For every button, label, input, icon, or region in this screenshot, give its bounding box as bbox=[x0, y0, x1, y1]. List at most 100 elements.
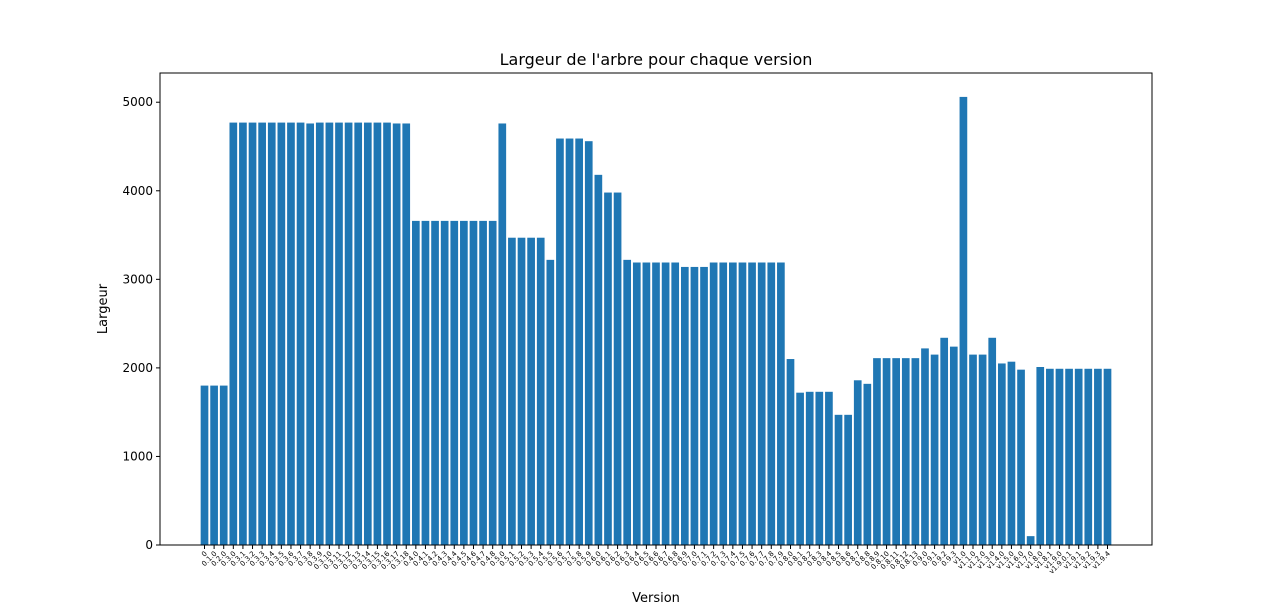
bar bbox=[796, 392, 804, 545]
bar bbox=[325, 122, 334, 545]
y-tick-label: 3000 bbox=[122, 272, 153, 286]
y-tick-label: 5000 bbox=[122, 95, 153, 109]
bar bbox=[267, 122, 276, 545]
bar bbox=[488, 220, 497, 545]
bar bbox=[200, 385, 209, 545]
bar bbox=[363, 122, 372, 545]
bar bbox=[873, 358, 881, 545]
bar bbox=[661, 262, 670, 545]
bar bbox=[556, 138, 564, 546]
y-axis-label: Largeur bbox=[96, 283, 111, 334]
bar bbox=[959, 96, 968, 545]
bar bbox=[248, 122, 257, 545]
bar bbox=[623, 259, 632, 545]
bar bbox=[690, 266, 699, 545]
bar bbox=[642, 262, 651, 545]
bar bbox=[296, 122, 305, 545]
x-tick-label: 0 bbox=[200, 550, 209, 559]
bar bbox=[949, 346, 958, 545]
bar bbox=[997, 363, 1006, 545]
bar bbox=[921, 348, 929, 545]
bar bbox=[978, 354, 987, 545]
bar bbox=[709, 262, 718, 545]
bar bbox=[1055, 368, 1064, 545]
bar bbox=[613, 192, 622, 545]
bar bbox=[892, 358, 901, 545]
bar bbox=[411, 220, 420, 545]
bar bbox=[805, 391, 814, 545]
bar bbox=[594, 174, 603, 545]
bar bbox=[988, 337, 997, 545]
bar bbox=[738, 262, 747, 545]
bar bbox=[517, 237, 526, 545]
bar bbox=[652, 262, 660, 545]
bar bbox=[1094, 368, 1102, 545]
x-axis-label: Version bbox=[632, 591, 680, 606]
bar bbox=[392, 123, 401, 545]
bar bbox=[546, 259, 555, 545]
bar bbox=[1026, 536, 1035, 545]
bar bbox=[882, 358, 891, 545]
bar bbox=[1036, 367, 1045, 545]
bar bbox=[565, 138, 574, 546]
bar bbox=[421, 220, 430, 545]
y-tick-label: 2000 bbox=[122, 361, 153, 375]
bar bbox=[383, 122, 391, 545]
bar bbox=[258, 122, 266, 545]
bar bbox=[277, 122, 286, 545]
bar bbox=[777, 262, 785, 545]
bar bbox=[748, 262, 756, 545]
bar bbox=[844, 414, 852, 545]
y-tick-label: 1000 bbox=[122, 449, 153, 463]
bar bbox=[767, 262, 776, 545]
bar bbox=[757, 262, 766, 545]
bar bbox=[815, 391, 824, 545]
bar bbox=[527, 237, 535, 545]
bar bbox=[671, 262, 680, 545]
bar bbox=[700, 266, 708, 545]
bar bbox=[1017, 369, 1025, 545]
bar bbox=[508, 237, 516, 545]
bar bbox=[853, 380, 862, 545]
bar bbox=[315, 122, 324, 545]
y-tick-label: 4000 bbox=[122, 184, 153, 198]
chart-title: Largeur de l'arbre pour chaque version bbox=[500, 50, 813, 69]
bar bbox=[239, 122, 247, 545]
bar bbox=[469, 220, 478, 545]
bar bbox=[825, 391, 833, 545]
bar bbox=[498, 123, 507, 545]
bar bbox=[1074, 368, 1083, 545]
bar bbox=[834, 414, 843, 545]
bar bbox=[335, 122, 343, 545]
bar bbox=[354, 122, 363, 545]
bar bbox=[450, 220, 459, 545]
bar bbox=[229, 122, 238, 545]
bar bbox=[306, 123, 315, 545]
bar bbox=[940, 337, 949, 545]
bar bbox=[344, 122, 353, 545]
bar bbox=[575, 138, 583, 546]
bar bbox=[786, 359, 795, 545]
bar bbox=[584, 141, 593, 545]
plot-frame bbox=[159, 72, 1153, 546]
bar bbox=[911, 358, 920, 545]
bar bbox=[219, 385, 228, 545]
bar bbox=[402, 123, 411, 545]
bar bbox=[1065, 368, 1073, 545]
bar bbox=[287, 122, 295, 545]
bar bbox=[632, 262, 641, 545]
bar bbox=[901, 358, 910, 545]
bar bbox=[729, 262, 737, 545]
bar bbox=[1007, 361, 1016, 545]
bar bbox=[1084, 368, 1093, 545]
bar bbox=[930, 354, 939, 545]
bar bbox=[969, 354, 977, 545]
bar bbox=[1046, 368, 1054, 545]
bar bbox=[1103, 368, 1112, 545]
bar bbox=[719, 262, 728, 545]
bar bbox=[440, 220, 449, 545]
bar bbox=[604, 192, 612, 545]
bar bbox=[460, 220, 468, 545]
bar bbox=[210, 385, 218, 545]
